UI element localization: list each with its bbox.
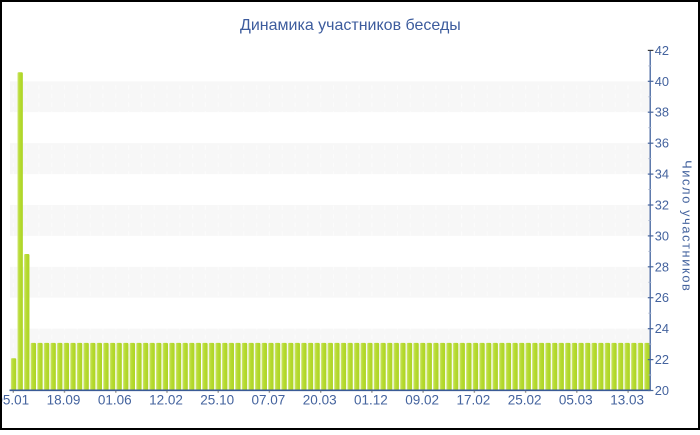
svg-text:01.06: 01.06 — [98, 393, 132, 408]
svg-text:24: 24 — [655, 321, 669, 336]
svg-text:Число участников: Число участников — [680, 160, 695, 292]
svg-text:40: 40 — [655, 74, 669, 89]
svg-text:12.02: 12.02 — [149, 393, 183, 408]
svg-text:07.07: 07.07 — [252, 393, 286, 408]
svg-text:20: 20 — [655, 383, 669, 398]
svg-text:34: 34 — [655, 167, 669, 182]
svg-text:05.01: 05.01 — [0, 393, 29, 408]
svg-text:30: 30 — [655, 228, 669, 243]
svg-text:22: 22 — [655, 352, 669, 367]
svg-text:25.10: 25.10 — [200, 393, 234, 408]
svg-text:Динамика участников беседы: Динамика участников беседы — [240, 17, 461, 34]
svg-text:32: 32 — [655, 198, 669, 213]
svg-text:36: 36 — [655, 136, 669, 151]
svg-text:42: 42 — [655, 43, 669, 58]
svg-text:05.03: 05.03 — [559, 393, 593, 408]
svg-text:18.09: 18.09 — [47, 393, 81, 408]
svg-text:01.12: 01.12 — [354, 393, 388, 408]
svg-text:13.03: 13.03 — [610, 393, 644, 408]
svg-text:38: 38 — [655, 105, 669, 120]
svg-text:09.02: 09.02 — [405, 393, 439, 408]
svg-text:17.02: 17.02 — [457, 393, 491, 408]
svg-text:25.02: 25.02 — [508, 393, 542, 408]
svg-text:20.03: 20.03 — [303, 393, 337, 408]
svg-text:28: 28 — [655, 259, 669, 274]
svg-text:26: 26 — [655, 290, 669, 305]
